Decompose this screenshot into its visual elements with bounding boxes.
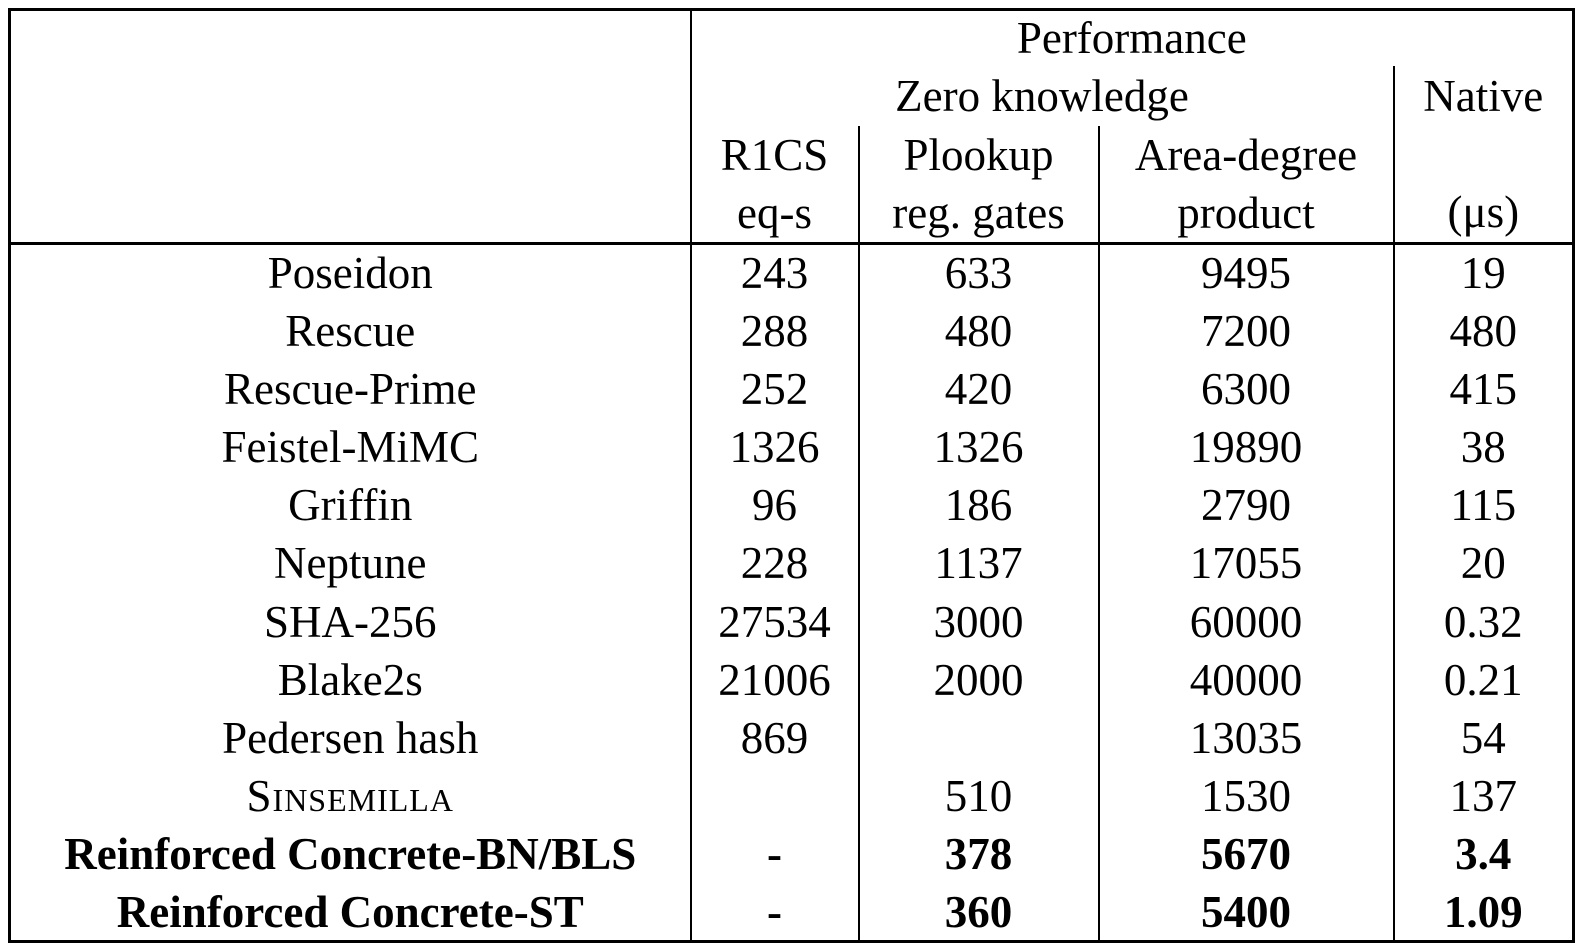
hash-name: Neptune (9, 534, 692, 593)
plookup-column-header: Plookup reg. gates (858, 125, 1100, 244)
hash-name: Poseidon (9, 242, 692, 302)
plookup-value: 633 (858, 242, 1100, 302)
plookup-value: 420 (858, 359, 1100, 419)
native-value: 0.21 (1443, 654, 1523, 705)
native-value: 20 (1460, 538, 1506, 589)
area-degree-value: 17055 (1098, 534, 1395, 593)
native-value: 137 (1449, 770, 1518, 821)
plookup-value: 480 (858, 301, 1100, 360)
area-degree-column-header: Area-degree product (1098, 125, 1395, 244)
hash-name: Pedersen hash (9, 708, 692, 767)
area-degree-value: 13035 (1098, 708, 1395, 767)
area-degree-value: 5400 (1098, 883, 1395, 942)
native-unit-label: (μs) (1447, 186, 1520, 237)
r1cs-value: - (690, 883, 860, 942)
r1cs-value: - (690, 825, 860, 884)
r1cs-value: 252 (690, 359, 860, 419)
area-degree-label: Area-degree (1134, 129, 1358, 180)
hash-name: SHA-256 (9, 592, 692, 651)
r1cs-value: 288 (690, 301, 860, 360)
zero-knowledge-header: Zero knowledge (690, 65, 1395, 126)
plookup-value: 510 (858, 766, 1100, 826)
area-degree-value: 2790 (1098, 476, 1395, 535)
plookup-value: 360 (858, 883, 1100, 942)
r1cs-value: 27534 (690, 592, 860, 651)
r1cs-value: 228 (690, 534, 860, 593)
plookup-sublabel: reg. gates (892, 187, 1065, 238)
r1cs-value (690, 766, 860, 826)
r1cs-value: 243 (690, 242, 860, 302)
native-column-header: Native (μs) (1394, 66, 1574, 244)
table-row-rescue-prime: Rescue-Prime 252 420 6300 415 (9, 359, 1574, 419)
area-degree-value: 5670 (1098, 825, 1395, 884)
native-value: 415 (1449, 363, 1518, 414)
hash-name: Sinsemilla (9, 766, 692, 826)
area-degree-value: 40000 (1098, 650, 1395, 709)
area-degree-value: 19890 (1098, 418, 1395, 477)
table-row-sinsemilla: Sinsemilla 510 1530 137 (9, 766, 1574, 826)
native-value: 3.4 (1455, 829, 1512, 880)
area-degree-value: 7200 (1098, 301, 1395, 360)
table-row-blake2s: Blake2s 21006 2000 40000 0.21 (9, 650, 1574, 709)
table-row-poseidon: Poseidon 243 633 9495 19 (9, 242, 1574, 302)
plookup-value: 1326 (858, 418, 1100, 477)
plookup-value: 378 (858, 825, 1100, 884)
plookup-label: Plookup (903, 129, 1054, 180)
area-degree-value: 60000 (1098, 592, 1395, 651)
plookup-value: 2000 (858, 650, 1100, 709)
plookup-value: 1137 (858, 534, 1100, 593)
r1cs-column-header: R1CS eq-s (690, 125, 860, 244)
hash-name: Rescue (9, 301, 692, 360)
table-row-griffin: Griffin 96 186 2790 115 (9, 476, 1574, 535)
native-value: 54 (1460, 712, 1506, 763)
r1cs-label: R1CS (720, 129, 829, 180)
native-label: Native (1423, 70, 1544, 121)
plookup-value: 186 (858, 476, 1100, 535)
hash-performance-table: Performance Zero knowledge Native (μs) R… (8, 8, 1576, 943)
table-row-rescue: Rescue 288 480 7200 480 (9, 301, 1574, 360)
table-row-feistel-mimc: Feistel-MiMC 1326 1326 19890 38 (9, 418, 1574, 477)
r1cs-value: 21006 (690, 650, 860, 709)
area-degree-sublabel: product (1177, 187, 1315, 238)
native-value: 1.09 (1443, 886, 1523, 937)
table-row-pedersen-hash: Pedersen hash 869 13035 54 (9, 708, 1574, 767)
plookup-value: 3000 (858, 592, 1100, 651)
hash-name: Blake2s (9, 650, 692, 709)
plookup-value (858, 708, 1100, 767)
table-row-reinforced-concrete-st: Reinforced Concrete-ST - 360 5400 1.09 (9, 883, 1574, 942)
native-value: 19 (1393, 242, 1574, 302)
table-row-neptune: Neptune 228 1137 17055 20 (9, 534, 1574, 593)
hash-name: Reinforced Concrete-ST (9, 883, 692, 942)
hash-name: Feistel-MiMC (9, 418, 692, 477)
area-degree-value: 6300 (1098, 359, 1395, 419)
hash-name: Reinforced Concrete-BN/BLS (9, 825, 692, 884)
r1cs-value: 96 (690, 476, 860, 535)
hash-name-column-header (9, 9, 692, 244)
r1cs-value: 869 (690, 708, 860, 767)
hash-name: Griffin (9, 476, 692, 535)
area-degree-value: 1530 (1098, 766, 1395, 826)
hash-name: Rescue-Prime (9, 359, 692, 419)
native-value: 115 (1450, 480, 1517, 531)
table-row-sha-256: SHA-256 27534 3000 60000 0.32 (9, 592, 1574, 651)
performance-header: Performance (1016, 13, 1247, 64)
r1cs-sublabel: eq-s (737, 187, 812, 238)
table-row-reinforced-concrete-bn-bls: Reinforced Concrete-BN/BLS - 378 5670 3.… (9, 825, 1574, 884)
native-value: 38 (1460, 422, 1506, 473)
area-degree-value: 9495 (1098, 242, 1395, 302)
native-value: 0.32 (1443, 596, 1523, 647)
native-value: 480 (1449, 305, 1518, 356)
r1cs-value: 1326 (690, 418, 860, 477)
